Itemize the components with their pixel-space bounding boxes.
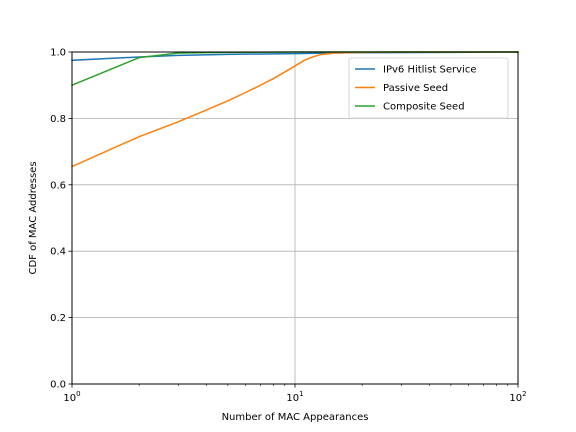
y-tick-label: 0.8 [50, 114, 66, 125]
y-tick-label: 0.4 [50, 247, 66, 258]
x-axis-label: Number of MAC Appearances [222, 412, 369, 423]
y-tick-label: 0.6 [50, 180, 66, 191]
legend-label-ipv6-hitlist-service: IPv6 Hitlist Service [383, 65, 476, 76]
x-tick-label: 100 [63, 390, 80, 404]
x-tick-label: 101 [286, 390, 303, 404]
y-tick-label: 0.2 [50, 313, 66, 324]
y-axis-label: CDF of MAC Addresses [28, 161, 39, 274]
axis-ticks: 0.0 0.2 0.4 0.6 0.8 1.0 100 101 102 [50, 48, 527, 405]
legend-label-passive-seed: Passive Seed [383, 83, 448, 94]
y-tick-label: 1.0 [50, 48, 66, 59]
legend: IPv6 Hitlist Service Passive Seed Composit… [348, 57, 509, 119]
legend-box [348, 57, 509, 119]
x-tick-label: 102 [509, 390, 526, 404]
y-tick-label: 0.0 [50, 380, 66, 391]
legend-label-composite-seed: Composite Seed [383, 102, 465, 113]
